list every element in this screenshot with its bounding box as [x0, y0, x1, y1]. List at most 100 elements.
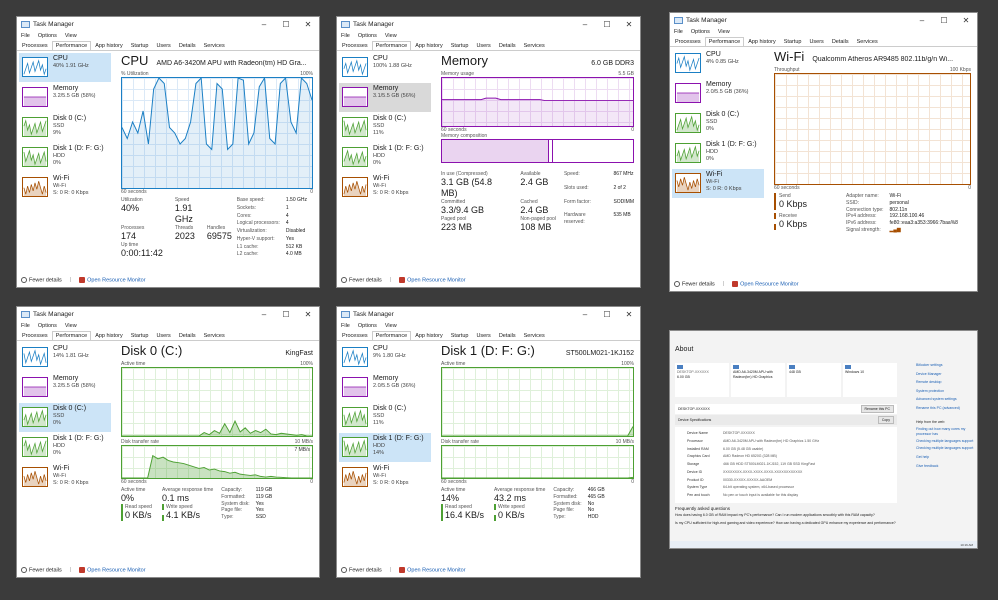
tab-startup[interactable]: Startup — [450, 43, 469, 49]
menu-file[interactable]: File — [674, 29, 683, 35]
sidebar-item-memory[interactable]: Memory 3.2/5.5 GB (58%) — [19, 373, 111, 402]
tab-performance[interactable]: Performance — [704, 37, 745, 46]
tab-services[interactable]: Services — [523, 43, 545, 49]
maximize-icon[interactable]: ☐ — [282, 19, 290, 29]
menu-options[interactable]: Options — [690, 29, 710, 35]
maximize-icon[interactable]: ☐ — [940, 15, 948, 25]
open-resource-monitor-link[interactable]: Open Resource Monitor — [79, 276, 146, 283]
minimize-icon[interactable]: – — [261, 309, 267, 319]
title-bar[interactable]: Task Manager – ☐ ✕ — [17, 17, 319, 31]
related-setting-link[interactable]: Remote desktop — [916, 380, 942, 384]
faq-item[interactable]: Is my CPU sufficient for high-end gaming… — [675, 521, 896, 525]
menu-options[interactable]: Options — [37, 323, 57, 329]
tab-performance[interactable]: Performance — [371, 41, 412, 50]
menu-file[interactable]: File — [341, 33, 350, 39]
tab-startup[interactable]: Startup — [783, 39, 802, 45]
close-icon[interactable]: ✕ — [304, 19, 312, 29]
sidebar-item-disk0[interactable]: Disk 0 (C:) SSD 0% — [672, 109, 764, 138]
menu-options[interactable]: Options — [357, 323, 377, 329]
close-icon[interactable]: ✕ — [625, 19, 633, 29]
help-link[interactable]: Checking multiple languages support — [916, 438, 974, 443]
minimize-icon[interactable]: – — [919, 15, 925, 25]
open-resource-monitor-link[interactable]: Open Resource Monitor — [79, 566, 146, 573]
sidebar-item-wifi[interactable]: Wi-Fi Wi-Fi S: 0 R: 0 Kbps — [672, 169, 764, 198]
tab-performance[interactable]: Performance — [51, 41, 92, 50]
title-bar[interactable]: Task Manager – ☐ ✕ — [17, 307, 319, 321]
minimize-icon[interactable]: – — [261, 19, 267, 29]
tab-processes[interactable]: Processes — [22, 43, 48, 49]
related-setting-link[interactable]: Bitlocker settings — [916, 363, 943, 367]
sidebar-item-cpu[interactable]: CPU 100% 1.88 GHz — [339, 53, 431, 82]
sidebar-item-disk1[interactable]: Disk 1 (D: F: G:) HDD 14% — [339, 433, 431, 462]
device-specs-bar[interactable]: Device Specifications Copy — [675, 415, 897, 425]
support-link[interactable]: Give feedback — [916, 464, 939, 468]
related-setting-link[interactable]: Device Manager — [916, 371, 942, 376]
fewer-details-button[interactable]: Fewer details — [674, 280, 715, 287]
open-resource-monitor-link[interactable]: Open Resource Monitor — [399, 276, 466, 283]
minimize-icon[interactable]: – — [582, 19, 588, 29]
rename-pc-button[interactable]: Rename this PC — [860, 405, 894, 413]
tab-startup[interactable]: Startup — [450, 333, 469, 339]
tab-processes[interactable]: Processes — [342, 43, 368, 49]
menu-file[interactable]: File — [341, 323, 350, 329]
tab-details[interactable]: Details — [178, 333, 196, 339]
sidebar-item-memory[interactable]: Memory 3.2/5.5 GB (58%) — [19, 83, 111, 112]
sidebar-item-wifi[interactable]: Wi-Fi Wi-Fi S: 0 R: 0 Kbps — [339, 463, 431, 492]
tab-app-history[interactable]: App history — [95, 333, 123, 339]
fewer-details-button[interactable]: Fewer details — [21, 276, 62, 283]
tab-services[interactable]: Services — [203, 333, 225, 339]
tab-app-history[interactable]: App history — [415, 333, 443, 339]
menu-view[interactable]: View — [384, 33, 397, 39]
sidebar-item-disk1[interactable]: Disk 1 (D: F: G:) HDD 0% — [19, 143, 111, 172]
fewer-details-button[interactable]: Fewer details — [341, 276, 382, 283]
fewer-details-button[interactable]: Fewer details — [341, 566, 382, 573]
sidebar-item-disk0[interactable]: Disk 0 (C:) SSD 0% — [19, 403, 111, 432]
tab-app-history[interactable]: App history — [95, 43, 123, 49]
sidebar-item-disk1[interactable]: Disk 1 (D: F: G:) HDD 0% — [19, 433, 111, 462]
open-resource-monitor-link[interactable]: Open Resource Monitor — [732, 280, 799, 287]
tab-services[interactable]: Services — [203, 43, 225, 49]
sidebar-item-disk1[interactable]: Disk 1 (D: F: G:) HDD 0% — [672, 139, 764, 168]
tab-processes[interactable]: Processes — [675, 39, 701, 45]
help-link[interactable]: Finding out how many cores my processor … — [916, 426, 966, 436]
tab-performance[interactable]: Performance — [51, 331, 92, 340]
tab-performance[interactable]: Performance — [371, 331, 412, 340]
tab-users[interactable]: Users — [156, 43, 171, 49]
close-icon[interactable]: ✕ — [625, 309, 633, 319]
tab-details[interactable]: Details — [178, 43, 196, 49]
tab-users[interactable]: Users — [476, 43, 491, 49]
help-link[interactable]: Checking multiple languages support — [916, 445, 974, 450]
tab-users[interactable]: Users — [809, 39, 824, 45]
menu-view[interactable]: View — [384, 323, 397, 329]
sidebar-item-wifi[interactable]: Wi-Fi Wi-Fi S: 0 R: 0 Kbps — [19, 463, 111, 492]
related-setting-link[interactable]: System protection — [916, 388, 945, 393]
tab-processes[interactable]: Processes — [342, 333, 368, 339]
tab-startup[interactable]: Startup — [130, 333, 149, 339]
menu-options[interactable]: Options — [37, 33, 57, 39]
menu-file[interactable]: File — [21, 323, 30, 329]
tab-users[interactable]: Users — [476, 333, 491, 339]
related-setting-link[interactable]: Advanced system settings — [916, 397, 957, 401]
menu-view[interactable]: View — [717, 29, 730, 35]
sidebar-item-disk0[interactable]: Disk 0 (C:) SSD 9% — [19, 113, 111, 142]
tab-processes[interactable]: Processes — [22, 333, 48, 339]
fewer-details-button[interactable]: Fewer details — [21, 566, 62, 573]
sidebar-item-memory[interactable]: Memory 2.0/5.5 GB (36%) — [339, 373, 431, 402]
tab-services[interactable]: Services — [523, 333, 545, 339]
tab-startup[interactable]: Startup — [130, 43, 149, 49]
tab-app-history[interactable]: App history — [748, 39, 776, 45]
sidebar-item-wifi[interactable]: Wi-Fi Wi-Fi S: 0 R: 0 Kbps — [19, 173, 111, 202]
sidebar-item-disk0[interactable]: Disk 0 (C:) SSD 11% — [339, 403, 431, 432]
sidebar-item-cpu[interactable]: CPU 40% 1.91 GHz — [19, 53, 111, 82]
title-bar[interactable]: Task Manager – ☐ ✕ — [670, 13, 977, 27]
tab-details[interactable]: Details — [831, 39, 849, 45]
menu-file[interactable]: File — [21, 33, 30, 39]
menu-options[interactable]: Options — [357, 33, 377, 39]
sidebar-item-memory[interactable]: Memory 2.0/5.5 GB (36%) — [672, 79, 764, 108]
sidebar-item-disk1[interactable]: Disk 1 (D: F: G:) HDD 0% — [339, 143, 431, 172]
menu-view[interactable]: View — [64, 33, 77, 39]
related-setting-link[interactable]: Rename this PC (advanced) — [916, 405, 960, 410]
title-bar[interactable]: Task Manager – ☐ ✕ — [337, 307, 640, 321]
sidebar-item-cpu[interactable]: CPU 4% 0.85 GHz — [672, 49, 764, 78]
tab-users[interactable]: Users — [156, 333, 171, 339]
